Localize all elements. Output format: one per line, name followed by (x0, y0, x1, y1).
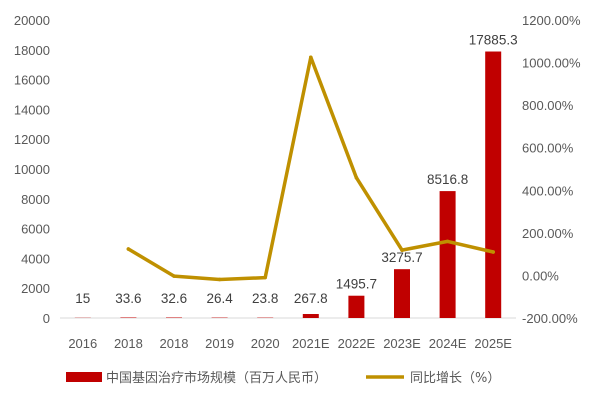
y-left-tick-label: 18000 (14, 43, 50, 58)
bar (120, 317, 137, 318)
y-right-tick-label: 0.00% (522, 268, 559, 283)
axis-layer: 0 2000 4000 6000 8000 10000 12000 14000 16000 180… (14, 13, 581, 351)
x-tick-label: 2021E (292, 336, 330, 351)
bar-data-label: 3275.7 (381, 250, 422, 265)
growth-line-point (354, 175, 359, 180)
y-left-tick-label: 8000 (21, 192, 50, 207)
growth-line-point (491, 250, 496, 254)
bar-data-label: 23.8 (252, 291, 278, 306)
bar-data-label: 17885.3 (469, 33, 518, 48)
growth-line-point (217, 277, 222, 282)
y-left-tick-label: 10000 (14, 162, 50, 177)
legend-item-bar: 中国基因治疗市场规模（百万人民币） (66, 370, 327, 386)
growth-line-point (400, 248, 404, 252)
y-left-tick-label: 2000 (21, 281, 50, 296)
y-left-tick-label: 6000 (21, 222, 50, 237)
x-tick-label: 2018 (114, 336, 143, 351)
bar-data-label: 1495.7 (336, 277, 377, 292)
y-right-tick-label: 200.00% (522, 226, 574, 241)
legend-label-line: 同比增长（%） (410, 371, 500, 386)
legend-item-line: 同比增长（%） (366, 371, 500, 386)
y-right-tick-label: -200.00% (522, 311, 578, 326)
bar-data-label: 15 (75, 291, 90, 306)
y-left-tick-label: 4000 (21, 251, 50, 266)
legend-label-bar: 中国基因治疗市场规模（百万人民币） (106, 370, 327, 386)
bar-data-label: 33.6 (115, 291, 141, 306)
bar (485, 51, 502, 318)
bar-data-label: 8516.8 (427, 172, 468, 187)
y-right-tick-label: 600.00% (522, 141, 574, 156)
y-left-tick-label: 16000 (14, 73, 50, 88)
growth-line-point (172, 274, 176, 278)
x-tick-label: 2023E (383, 336, 421, 351)
x-tick-label: 2016 (68, 336, 97, 351)
y-right-tick-label: 400.00% (522, 183, 574, 198)
growth-line-point (263, 275, 268, 280)
growth-line-point (445, 239, 450, 244)
line-layer (126, 55, 496, 282)
x-tick-label: 2024E (429, 336, 467, 351)
growth-line (126, 55, 495, 282)
y-right-tick-label: 1000.00% (522, 56, 581, 71)
bar-data-label: 32.6 (161, 291, 187, 306)
legend: 中国基因治疗市场规模（百万人民币） 同比增长（%） (66, 370, 500, 386)
x-tick-label: 2022E (338, 336, 376, 351)
bar (394, 269, 410, 318)
label-layer: 15 33.6 32.6 26.4 23.8 267.8 1495.7 3275.7 8516.… (75, 33, 517, 306)
bar-data-label: 26.4 (206, 291, 233, 306)
x-tick-label: 2018 (160, 336, 189, 351)
bar (348, 295, 365, 318)
x-tick-label: 2020 (251, 336, 280, 351)
bar-data-label: 267.8 (294, 291, 328, 306)
growth-line-point (126, 247, 131, 251)
y-left-tick-label: 20000 (14, 13, 50, 28)
growth-line-point (309, 55, 313, 60)
x-tick-label: 2019 (205, 336, 234, 351)
y-left-tick-label: 12000 (14, 132, 50, 147)
bar (439, 191, 456, 318)
y-left-tick-label: 14000 (14, 102, 50, 117)
y-right-tick-label: 800.00% (522, 98, 574, 113)
y-left-tick-label: 0 (43, 311, 50, 326)
bar (302, 314, 319, 318)
x-tick-label: 2025E (474, 336, 512, 351)
legend-swatch-bar (66, 372, 102, 382)
y-right-tick-label: 1200.00% (522, 13, 581, 28)
